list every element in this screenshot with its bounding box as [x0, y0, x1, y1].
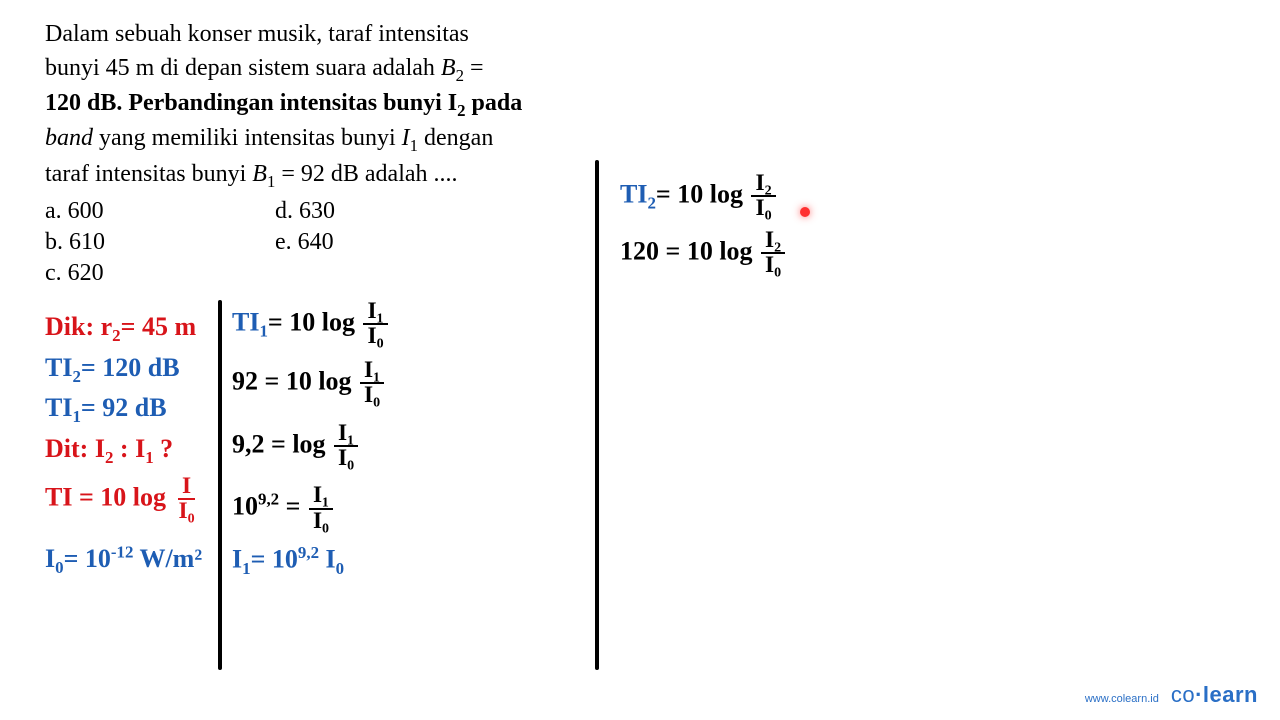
ti1-sub: 1	[72, 408, 80, 427]
option-a: a. 600	[45, 198, 275, 225]
footer-logo: co·learn	[1171, 682, 1258, 708]
mid-l3-frac: I₁I₀	[334, 422, 358, 471]
problem-line4-end: dengan	[418, 125, 493, 151]
var-b2-sub: 2	[456, 65, 464, 84]
dik-label: Dik:	[45, 312, 94, 341]
mid-l4-frac: I₁I₀	[309, 484, 333, 533]
ti-formula-frac: II₀	[175, 475, 199, 524]
r2-val: = 45 m	[121, 312, 196, 341]
dit-i2: I	[88, 434, 105, 463]
problem-line5a: taraf intensitas bunyi	[45, 161, 252, 187]
option-d: d. 630	[275, 198, 505, 225]
i0-unit: W/m²	[133, 544, 202, 573]
right-l1-rhs: = 10 log	[656, 179, 750, 208]
mid-ti1: TI	[232, 307, 259, 336]
option-c: c. 620	[45, 260, 275, 287]
problem-line4b: yang memiliki intensitas bunyi	[93, 125, 402, 151]
mid-l2-frac: I₁I₀	[360, 359, 384, 408]
problem-line3: 120 dB. Perbandingan intensitas bunyi I	[45, 90, 457, 116]
problem-line3-sub: 2	[457, 101, 465, 120]
var-b1: B	[252, 161, 267, 187]
mid-l5-io-sub: 0	[336, 559, 344, 578]
problem-line4-band: band	[45, 125, 93, 151]
r2-var: r	[94, 312, 112, 341]
mid-l1-frac: I₁I₀	[363, 300, 387, 349]
mid-ti1-sub: 1	[259, 322, 267, 341]
problem-line2a: bunyi 45 m di depan sistem suara adalah	[45, 55, 441, 81]
mid-l2-lhs: 92 = 10 log	[232, 366, 358, 395]
i0-var: I	[45, 544, 55, 573]
mid-l4-eq: =	[279, 492, 307, 521]
ti2-var: TI	[45, 353, 72, 382]
dit-i1-sub: 1	[145, 448, 153, 467]
ti1-var: TI	[45, 393, 72, 422]
mid-l5-exp: 9,2	[298, 543, 319, 562]
mid-l5-sub: 1	[242, 559, 250, 578]
problem-line2-eq: =	[464, 55, 484, 81]
option-b: b. 610	[45, 229, 275, 256]
problem-line3-end: pada	[466, 90, 523, 116]
ti1-val: = 92 dB	[81, 393, 167, 422]
mid-l5-eq: = 10	[251, 545, 298, 574]
dit-label: Dit:	[45, 434, 88, 463]
mid-l1-rhs: = 10 log	[268, 307, 362, 336]
vertical-divider-1	[218, 300, 222, 670]
notes-solution-1: TI1= 10 log I₁I₀ 92 = 10 log I₁I₀ 9,2 = …	[232, 300, 390, 579]
right-l2-frac: I₂I₀	[761, 229, 785, 278]
cursor-dot	[800, 207, 810, 217]
r2-sub: 2	[112, 326, 120, 345]
notes-given: Dik: r2= 45 m TI2= 120 dB TI1= 92 dB Dit…	[45, 308, 202, 580]
problem-line1: Dalam sebuah konser musik, taraf intensi…	[45, 21, 469, 47]
var-i1-sub: 1	[410, 136, 418, 155]
answer-options: a. 600 d. 630 b. 610 e. 640 c. 620	[45, 198, 505, 291]
i0-sub: 0	[55, 558, 63, 577]
dit-i1: : I	[113, 434, 145, 463]
var-i1: I	[402, 125, 410, 151]
i0-exp: -12	[111, 542, 134, 561]
dit-q: ?	[154, 434, 174, 463]
ti2-val: = 120 dB	[81, 353, 180, 382]
i0-eq: = 10	[64, 544, 111, 573]
vertical-divider-2	[595, 160, 599, 670]
mid-l5-io: I	[319, 545, 336, 574]
problem-statement: Dalam sebuah konser musik, taraf intensi…	[45, 18, 605, 193]
right-l2-lhs: 120 = 10 log	[620, 236, 759, 265]
mid-l4-exp: 9,2	[258, 490, 279, 509]
ti2-sub: 2	[72, 367, 80, 386]
right-l1-frac: I₂I₀	[751, 172, 775, 221]
right-ti2-sub: 2	[647, 194, 655, 213]
problem-line5b: = 92 dB adalah ....	[275, 161, 457, 187]
var-b2: B	[441, 55, 456, 81]
mid-l4-base: 10	[232, 492, 258, 521]
mid-l3-lhs: 9,2 = log	[232, 429, 332, 458]
option-e: e. 640	[275, 229, 505, 256]
ti-formula-lhs: TI = 10 log	[45, 482, 173, 511]
footer: www.colearn.id co·learn	[1085, 682, 1258, 708]
right-ti2: TI	[620, 179, 647, 208]
footer-url: www.colearn.id	[1085, 693, 1159, 705]
notes-solution-2: TI2= 10 log I₂I₀ 120 = 10 log I₂I₀	[620, 172, 787, 278]
mid-l5-i: I	[232, 545, 242, 574]
